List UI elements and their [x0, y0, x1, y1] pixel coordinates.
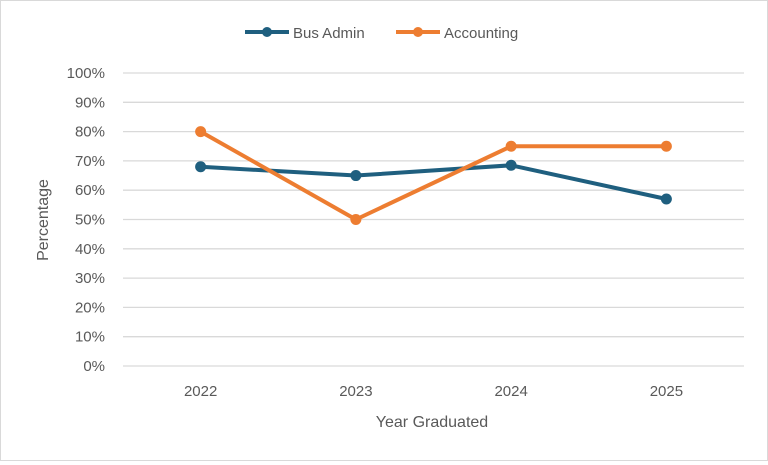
x-tick-label: 2022: [184, 383, 217, 400]
data-point-marker[interactable]: [195, 161, 207, 173]
data-point-marker[interactable]: [350, 214, 362, 225]
series-line: [200, 163, 667, 201]
x-axis-title: Year Graduated: [376, 414, 488, 431]
x-axis-ticks: 2022 2023 2024 2025: [184, 383, 683, 400]
series-line: [199, 129, 667, 222]
legend-label: Accounting: [444, 25, 518, 42]
y-axis-ticks: 0% 10% 20% 30% 40% 50% 60% 70% 80% 90% 100%: [67, 65, 105, 375]
y-tick-label: 30%: [75, 270, 105, 287]
y-tick-label: 10%: [75, 329, 105, 346]
legend-marker-icon: [262, 27, 272, 37]
y-tick-label: 0%: [83, 358, 105, 375]
y-tick-label: 90%: [75, 94, 105, 111]
legend-item-accounting[interactable]: Accounting: [396, 25, 518, 42]
series-lines: [195, 126, 672, 225]
gridlines: [123, 72, 744, 367]
y-axis-title: Percentage: [35, 179, 52, 261]
x-tick-label: 2023: [339, 383, 372, 400]
y-tick-label: 80%: [75, 124, 105, 141]
y-tick-label: 60%: [75, 182, 105, 199]
y-tick-label: 100%: [67, 65, 105, 82]
data-point-marker[interactable]: [505, 159, 517, 171]
data-point-marker[interactable]: [660, 140, 672, 152]
series-accounting: [195, 126, 672, 225]
x-tick-label: 2025: [650, 383, 683, 400]
y-tick-label: 50%: [75, 212, 105, 229]
legend-marker-icon: [413, 27, 423, 37]
data-point-marker[interactable]: [505, 140, 517, 152]
legend-item-bus-admin[interactable]: Bus Admin: [245, 25, 365, 42]
legend: Bus Admin Accounting: [245, 25, 518, 42]
data-point-marker[interactable]: [660, 193, 672, 205]
data-point-marker[interactable]: [350, 170, 362, 182]
legend-label: Bus Admin: [293, 25, 365, 42]
y-tick-label: 40%: [75, 241, 105, 258]
y-tick-label: 70%: [75, 153, 105, 170]
data-point-marker[interactable]: [195, 126, 207, 138]
series-bus-admin: [195, 159, 672, 205]
y-tick-label: 20%: [75, 299, 105, 316]
x-tick-label: 2024: [494, 383, 527, 400]
